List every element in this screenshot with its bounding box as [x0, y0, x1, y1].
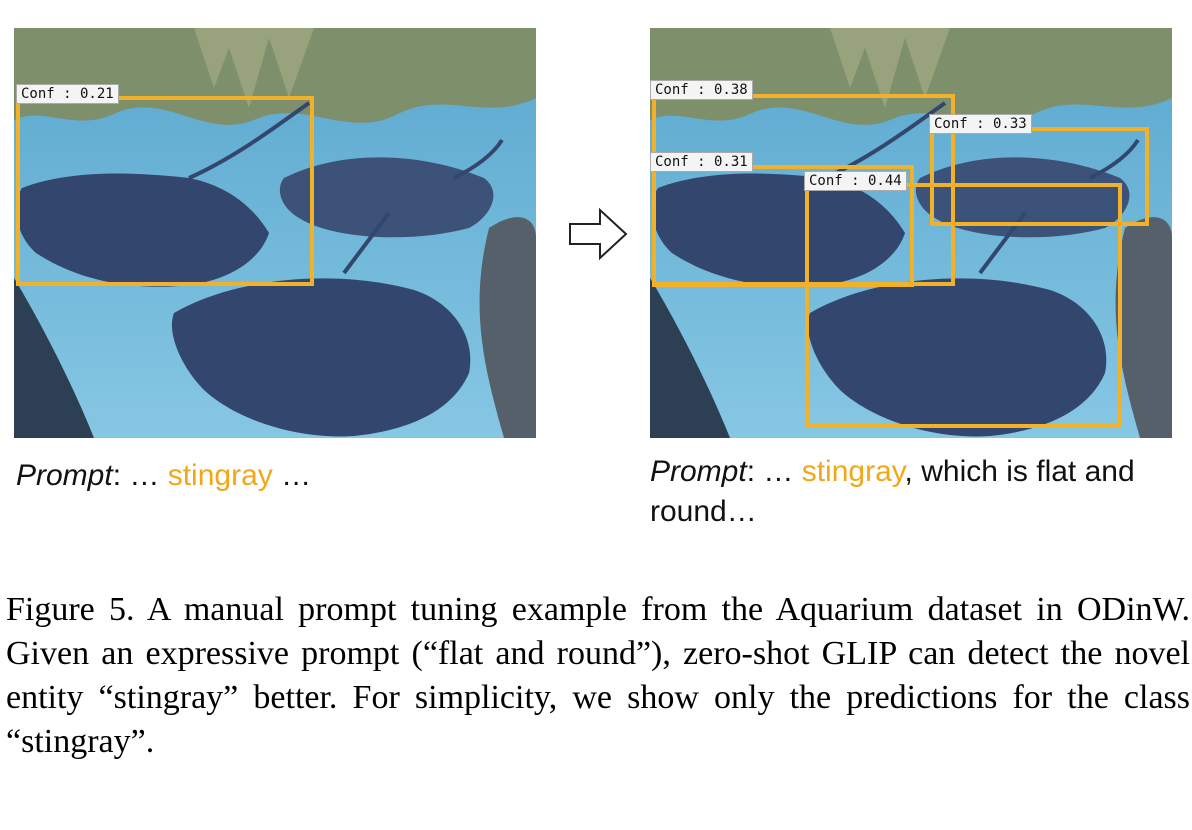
right-arrow-icon [569, 207, 628, 261]
prompt-text-before: : … [746, 455, 802, 488]
right-detection-image: Conf : 0.38 Conf : 0.33 Conf : 0.31 Conf… [650, 28, 1172, 438]
prompt-text-before: : … [112, 459, 168, 492]
prompt-prefix: Prompt [16, 459, 113, 492]
left-detection-image: Conf : 0.21 [14, 28, 536, 438]
confidence-label: Conf : 0.33 [929, 114, 1032, 134]
detection-box [16, 96, 314, 286]
prompt-text-after: … [272, 459, 312, 492]
right-prompt-text: Prompt: … stingray, which is flat and ro… [650, 452, 1180, 532]
detection-box [652, 165, 914, 287]
detection-box [930, 127, 1149, 226]
prompt-keyword: stingray [167, 459, 273, 492]
confidence-label: Conf : 0.21 [16, 84, 119, 104]
confidence-label: Conf : 0.44 [804, 171, 907, 191]
figure-caption: Figure 5. A manual prompt tuning example… [6, 591, 1190, 760]
prompt-text-after: , which is flat and round… [650, 455, 1135, 528]
confidence-label: Conf : 0.38 [650, 80, 753, 100]
detection-box [805, 183, 1122, 428]
confidence-label: Conf : 0.31 [650, 152, 753, 172]
left-prompt-text: Prompt: … stingray … [16, 456, 536, 496]
prompt-prefix: Prompt [650, 455, 747, 488]
prompt-keyword: stingray [801, 455, 905, 488]
